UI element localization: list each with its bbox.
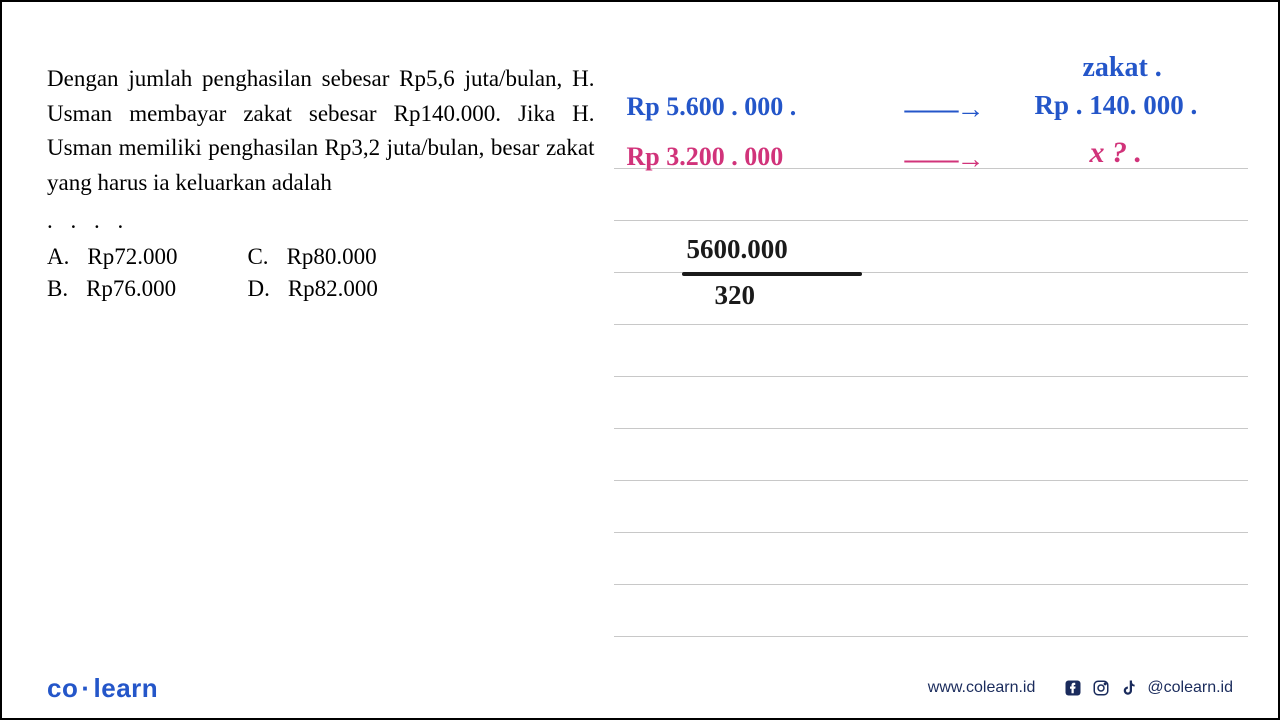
logo-part1: co [47,673,78,703]
hw-row1-arrow: ——→ [904,94,982,126]
footer-right: www.colearn.id @colearn.id [928,678,1233,698]
hw-row2-right: x ? . [1089,136,1142,170]
rule-line [614,585,1248,637]
ruled-paper [614,117,1248,628]
hw-row2-left: Rp 3.200 . 000 [626,142,783,172]
logo-dot: · [81,673,90,703]
footer: co·learn www.colearn.id @colearn.id [2,668,1278,718]
rule-line [614,481,1248,533]
option-c: C. Rp80.000 [247,244,377,270]
question-dots: . . . . [47,208,594,234]
rule-line [614,377,1248,429]
option-c-value: Rp80.000 [287,244,377,270]
hw-fraction-numerator: 5600.000 [686,234,787,265]
hw-fraction-line [682,272,862,276]
workspace-panel: zakat . Rp 5.600 . 000 . ——→ Rp . 140. 0… [614,32,1278,668]
option-b: B. Rp76.000 [47,276,177,302]
option-d-letter: D. [247,276,269,302]
social-handle: @colearn.id [1147,679,1233,697]
question-text: Dengan jumlah penghasilan sebesar Rp5,6 … [47,62,594,200]
option-a: A. Rp72.000 [47,244,177,270]
option-b-letter: B. [47,276,68,302]
rule-line [614,325,1248,377]
hw-row2-arrow: ——→ [904,144,982,176]
website-url: www.colearn.id [928,679,1036,697]
hw-fraction-denominator: 320 [714,280,755,311]
logo-part2: learn [94,673,159,703]
option-a-value: Rp72.000 [87,244,177,270]
option-d-value: Rp82.000 [288,276,378,302]
option-b-value: Rp76.000 [86,276,176,302]
facebook-icon [1063,678,1083,698]
rule-line [614,429,1248,481]
option-d: D. Rp82.000 [247,276,377,302]
brand-logo: co·learn [47,673,158,704]
rule-line [614,533,1248,585]
option-column-left: A. Rp72.000 B. Rp76.000 [47,244,177,302]
option-a-letter: A. [47,244,69,270]
option-column-right: C. Rp80.000 D. Rp82.000 [247,244,377,302]
tiktok-icon [1119,678,1139,698]
rule-line [614,169,1248,221]
content-area: Dengan jumlah penghasilan sebesar Rp5,6 … [2,2,1278,668]
social-links: @colearn.id [1063,678,1233,698]
hw-row1-right: Rp . 140. 000 . [1034,90,1197,121]
instagram-icon [1091,678,1111,698]
hw-zakat-label: zakat . [1082,52,1161,84]
hw-row1-left: Rp 5.600 . 000 . [626,92,796,122]
option-c-letter: C. [247,244,268,270]
question-panel: Dengan jumlah penghasilan sebesar Rp5,6 … [2,32,614,668]
options-grid: A. Rp72.000 B. Rp76.000 C. Rp80.000 D. R… [47,244,594,302]
rule-line [614,273,1248,325]
